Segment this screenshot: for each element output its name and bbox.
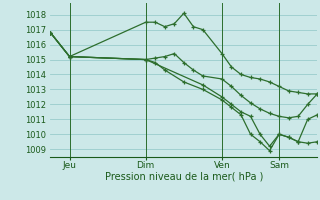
X-axis label: Pression niveau de la mer( hPa ): Pression niveau de la mer( hPa ) xyxy=(105,171,263,181)
